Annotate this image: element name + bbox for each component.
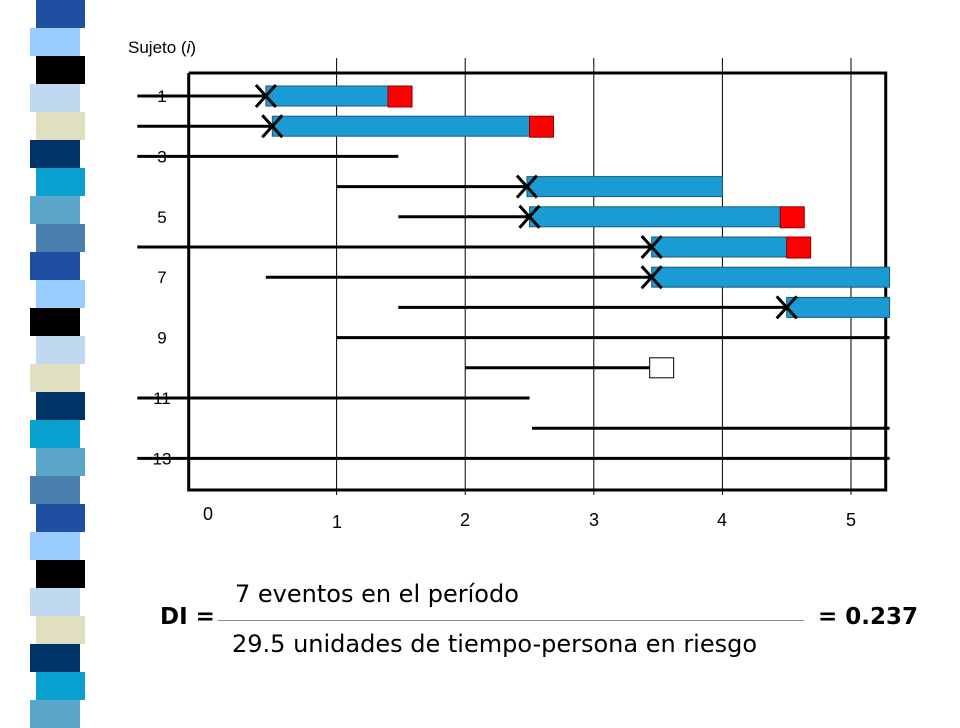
- stripe-edge: [85, 0, 110, 720]
- stripe-segment: [36, 448, 86, 476]
- time-tick-label: 5: [846, 510, 856, 530]
- stripe-segment: [36, 112, 86, 140]
- stripe-segment: [36, 280, 86, 308]
- person-time-bar: [651, 236, 788, 258]
- frame-border: [187, 71, 888, 492]
- stripe-segment: [36, 616, 86, 644]
- stripe-segment: [30, 84, 80, 112]
- entry-x-mark: [518, 204, 541, 229]
- person-time-bar: [651, 266, 891, 288]
- di-label: DI =: [160, 604, 215, 630]
- stripe-segment: [30, 588, 80, 616]
- entry-x-mark: [640, 234, 663, 260]
- time-tick-label: 0: [203, 504, 213, 524]
- x-stroke: [254, 83, 277, 109]
- person-time-bar: [271, 115, 530, 137]
- person-time-bar: [526, 176, 723, 198]
- entry-x-mark: [515, 174, 539, 199]
- x-stroke: [515, 174, 539, 199]
- subject-label: 7: [157, 268, 166, 287]
- event-marker: [387, 85, 413, 108]
- person-time-bar: [529, 206, 781, 228]
- stripe-segment: [30, 420, 80, 448]
- stripe-segment: [36, 168, 86, 196]
- incidence-density-formula: DI = 7 eventos en el período 29.5 unidad…: [0, 560, 960, 720]
- x-stroke: [518, 204, 541, 229]
- stripe-segment: [36, 392, 86, 420]
- x-stroke: [640, 265, 663, 290]
- entry-x-marks: [254, 83, 798, 320]
- stripe-segment: [30, 364, 80, 392]
- plot-frame: [187, 71, 888, 492]
- follow-up-lines: [137, 94, 890, 460]
- time-tick-labels: 0 1 2 3 4 5: [203, 504, 856, 532]
- stripe-segment: [36, 56, 86, 84]
- x-stroke: [261, 114, 284, 139]
- stripe-segment: [36, 336, 86, 364]
- subject-label: 11: [153, 389, 171, 408]
- stripe-segment: [30, 28, 80, 56]
- denominator-text: 29.5 unidades de tiempo-persona en riesg…: [232, 630, 758, 658]
- stripe-segment: [30, 196, 80, 224]
- x-stroke: [775, 295, 798, 320]
- person-time-bar: [265, 85, 389, 107]
- stripe-segment: [36, 560, 86, 588]
- censored-marker: [649, 357, 675, 379]
- event-marker: [786, 236, 812, 259]
- entry-x-mark: [775, 295, 798, 320]
- stripe-segment: [30, 252, 80, 280]
- result-value: = 0.237: [818, 604, 919, 630]
- stripe-segment: [36, 504, 86, 532]
- time-tick-label: 2: [460, 510, 470, 530]
- time-tick-label: 4: [717, 510, 727, 530]
- time-tick-label: 1: [332, 512, 342, 532]
- subject-label: 1: [157, 87, 166, 106]
- stripe-segment: [30, 644, 80, 672]
- fraction-line: [218, 620, 804, 621]
- event-marker: [529, 115, 554, 138]
- time-tick-label: 3: [589, 510, 599, 530]
- subject-label: 3: [157, 147, 166, 166]
- person-time-bars: [265, 85, 891, 379]
- stripe-segment: [30, 532, 80, 560]
- y-axis-title: Sujeto (i): [128, 38, 196, 57]
- stripe-segment: [30, 140, 80, 168]
- stripe-segment: [36, 672, 86, 700]
- x-stroke: [640, 234, 663, 260]
- stripe-segment: [30, 476, 80, 504]
- subject-label: 9: [157, 329, 166, 348]
- subject-label: 13: [153, 449, 172, 468]
- person-time-bar: [786, 296, 891, 318]
- decorative-stripe: [0, 0, 110, 728]
- entry-x-mark: [261, 114, 284, 139]
- stripe-segment: [36, 0, 86, 28]
- entry-x-mark: [254, 83, 277, 109]
- stripe-segment: [30, 308, 80, 336]
- stripe-segment: [36, 224, 86, 252]
- subject-label: 5: [157, 208, 166, 227]
- numerator-text: 7 eventos en el período: [235, 580, 519, 608]
- event-marker: [779, 206, 805, 229]
- entry-x-mark: [640, 265, 663, 290]
